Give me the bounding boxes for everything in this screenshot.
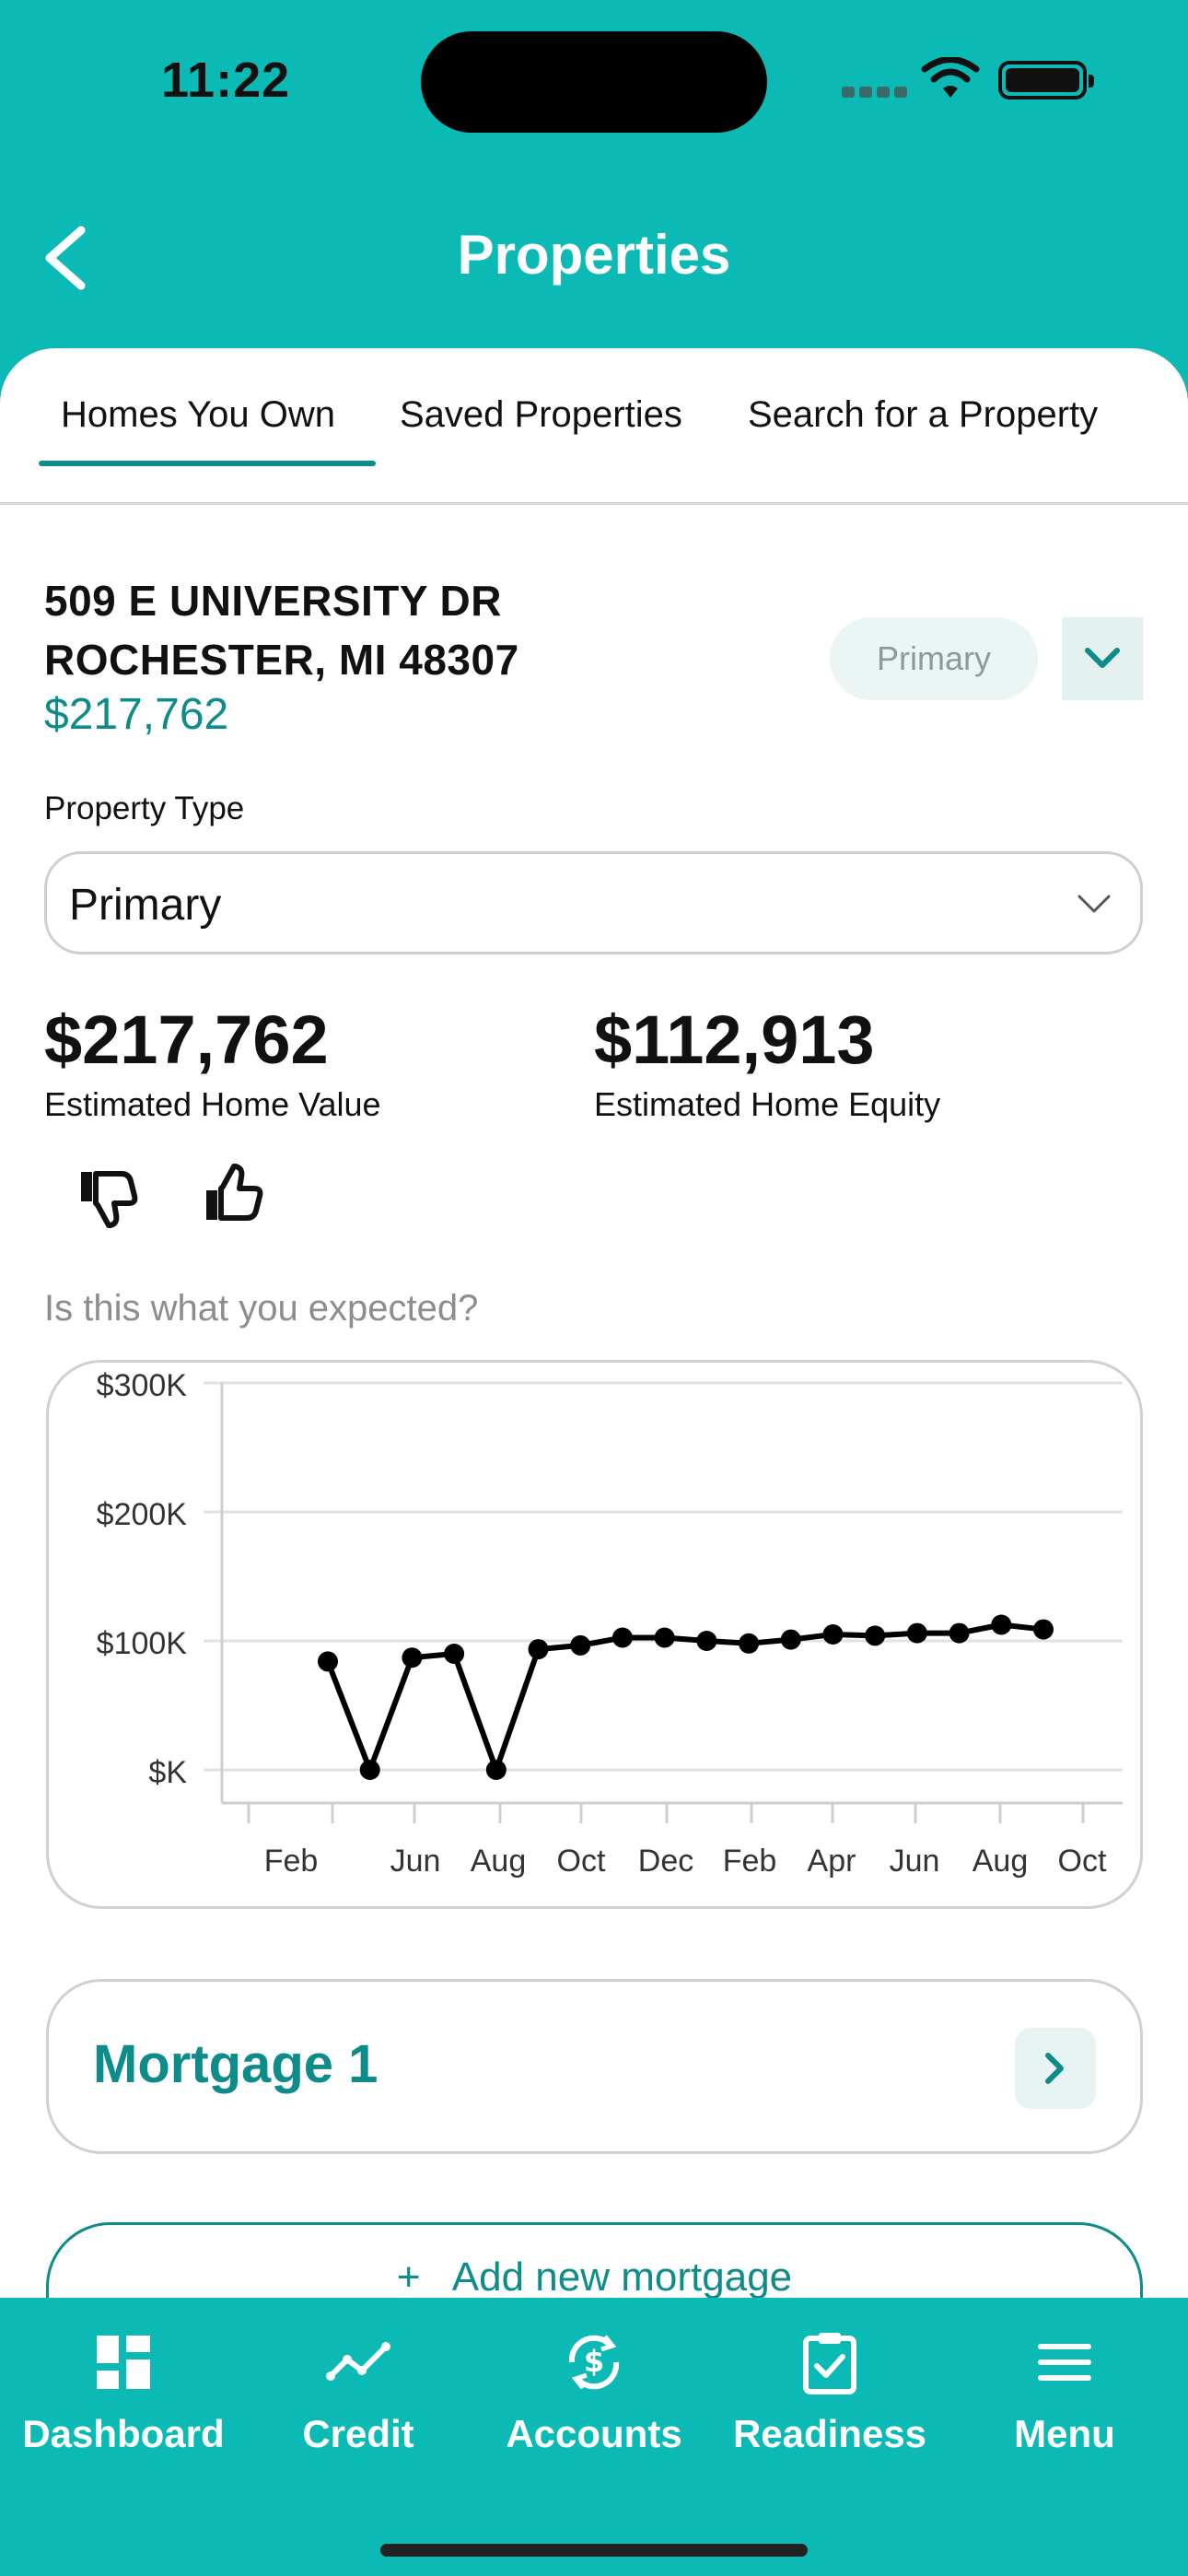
feedback-question: Is this what you expected? [44,1288,479,1329]
page-title: Properties [457,224,731,286]
nav-label: Menu [1014,2412,1115,2455]
data-point [739,1633,760,1654]
y-tick-label: $100K [97,1626,188,1661]
x-tick-label: Apr [808,1844,856,1879]
property-expand-button[interactable] [1062,617,1143,700]
cellular-signal-icon [842,87,907,100]
home-value-chart: $300K $200K $100K $K Feb Jun Aug Oct Dec Feb Apr Ju… [46,1360,1143,1909]
add-mortgage-content: + Add new mortgage [49,2254,1140,2301]
home-equity-stat: $112,913 Estimated Home Equity [594,999,940,1124]
primary-badge: Primary [830,617,1038,700]
tab-search-property[interactable]: Search for a Property [748,394,1099,435]
header: Properties [0,193,1188,322]
mortgage-label: Mortgage 1 [93,2034,379,2094]
tab-homes-you-own[interactable]: Homes You Own [61,394,335,435]
wifi-icon [921,57,980,98]
chevron-left-icon [45,226,86,290]
mortgage-card[interactable]: Mortgage 1 [46,1979,1143,2154]
property-type-select[interactable]: Primary [44,851,1143,954]
tab-saved-properties[interactable]: Saved Properties [400,394,682,435]
nav-accounts[interactable]: $ Accounts [483,2325,705,2456]
property-price: $217,762 [44,690,229,739]
clipboard-check-icon [803,2333,856,2395]
thumbs-up-icon[interactable] [195,1159,269,1233]
nav-menu[interactable]: Menu [954,2325,1175,2456]
data-point [949,1622,970,1644]
bottom-nav: Dashboard Credit $ Accounts [0,2298,1188,2576]
data-point [906,1622,927,1644]
nav-label: Readiness [732,2412,927,2455]
home-equity: $112,913 [594,1001,875,1078]
status-bar: 11:22 [0,0,1188,161]
data-point [991,1614,1012,1635]
data-point [570,1634,591,1656]
data-point [780,1629,801,1650]
x-tick-label: Jun [890,1844,940,1879]
property-tabs: Homes You Own Saved Properties Search fo… [0,348,1188,505]
back-button[interactable] [37,221,101,295]
x-tick-label: Feb [723,1844,777,1879]
thumbs-down-icon[interactable] [70,1159,144,1233]
active-tab-indicator [39,461,376,466]
x-tick-label: Oct [1058,1844,1107,1879]
plus-icon: + [396,2254,421,2300]
nav-label: Credit [302,2412,414,2455]
chevron-down-icon [1085,648,1120,668]
chevron-right-icon [1045,2053,1064,2084]
nav-label: Accounts [506,2412,682,2455]
x-tick-label: Feb [264,1844,319,1879]
data-point [696,1631,717,1651]
x-tick-label: Oct [557,1844,606,1879]
battery-icon [998,61,1094,100]
status-time: 11:22 [161,53,291,108]
x-tick-label: Aug [471,1844,527,1879]
address-line-2: ROCHESTER, MI 48307 [44,636,519,684]
home-value-stat: $217,762 Estimated Home Value [44,999,381,1124]
nav-readiness[interactable]: Readiness [719,2325,940,2456]
dynamic-island [421,31,767,133]
y-tick-label: $200K [97,1497,188,1532]
x-tick-label: Aug [973,1844,1029,1879]
property-address: 509 E UNIVERSITY DR ROCHESTER, MI 48307 [44,571,519,689]
property-type-value: Primary [69,881,222,930]
accounts-dollar-icon: $ [568,2335,620,2390]
nav-dashboard[interactable]: Dashboard [13,2325,234,2456]
chevron-down-icon [1077,895,1111,913]
hamburger-icon [1038,2344,1091,2381]
add-mortgage-button[interactable]: + Add new mortgage [46,2222,1143,2375]
property-type-label: Property Type [44,790,245,826]
dashboard-icon [97,2336,150,2389]
data-point [654,1627,675,1648]
data-point [402,1647,423,1669]
home-indicator [380,2544,808,2557]
nav-credit[interactable]: Credit [248,2325,469,2456]
credit-trend-icon [326,2342,390,2381]
home-value-label: Estimated Home Value [44,1085,381,1123]
series-line [325,1622,1044,1773]
address-line-1: 509 E UNIVERSITY DR [44,577,502,625]
data-point [1033,1619,1054,1640]
data-point [865,1625,886,1646]
data-point [444,1644,465,1664]
add-mortgage-label: Add new mortgage [451,2254,793,2300]
line-chart: $300K $200K $100K $K Feb Jun Aug Oct Dec Feb Apr Ju… [97,1368,1123,1879]
home-value: $217,762 [44,1001,329,1078]
data-point [359,1760,380,1780]
home-equity-label: Estimated Home Equity [594,1085,941,1123]
mortgage-open-button[interactable] [1015,2028,1096,2109]
data-point [318,1651,338,1672]
nav-label: Dashboard [22,2412,225,2455]
svg-text:$: $ [584,2344,604,2379]
data-point [528,1639,549,1660]
x-tick-label: Dec [638,1844,693,1879]
y-tick-label: $K [148,1755,187,1790]
data-point [485,1760,507,1780]
data-point [822,1624,844,1645]
data-point [611,1627,633,1648]
y-tick-label: $300K [97,1368,188,1403]
x-tick-label: Jun [390,1844,441,1879]
content-sheet: Homes You Own Saved Properties Search fo… [0,348,1188,2375]
